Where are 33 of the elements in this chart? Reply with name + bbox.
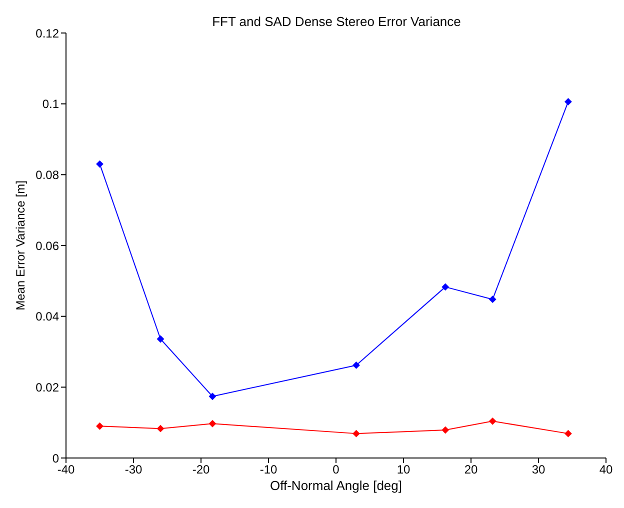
x-tick-label: 40 (599, 462, 613, 477)
x-tick-label: 30 (532, 462, 546, 477)
point (564, 98, 572, 106)
y-tick-label: 0.1 (42, 97, 60, 112)
point (442, 426, 449, 434)
x-tick-label: -20 (192, 462, 210, 477)
point (208, 420, 216, 428)
x-axis-title: Off-Normal Angle [deg] (270, 478, 402, 493)
point (157, 336, 164, 342)
y-axis-title: Mean Error Variance [m] (13, 180, 28, 310)
x-tick-label: -30 (124, 462, 142, 477)
point (157, 425, 164, 432)
x-tick-label: 10 (396, 462, 410, 477)
y-tick-label: 0.02 (36, 380, 60, 394)
y-tick-label: 0.04 (36, 310, 60, 324)
x-tick-label: 0 (332, 462, 340, 477)
point (442, 283, 449, 290)
point (96, 422, 104, 430)
point (352, 430, 360, 438)
x-tick-label: -10 (260, 462, 278, 477)
y-tick-label: 0.06 (36, 238, 60, 253)
point (208, 392, 216, 400)
chart-title: FFT and SAD Dense Stereo Error Variance (211, 14, 462, 29)
x-tick-label: -40 (57, 462, 75, 477)
y-tick-label: 0 (52, 451, 60, 466)
point (489, 418, 496, 425)
point (489, 296, 496, 303)
point (564, 430, 572, 438)
x-tick-label: 20 (464, 462, 478, 477)
y-tick-label: 0.08 (36, 168, 60, 182)
point (352, 362, 360, 369)
point (96, 160, 104, 168)
y-tick-label: 0.12 (36, 26, 60, 40)
